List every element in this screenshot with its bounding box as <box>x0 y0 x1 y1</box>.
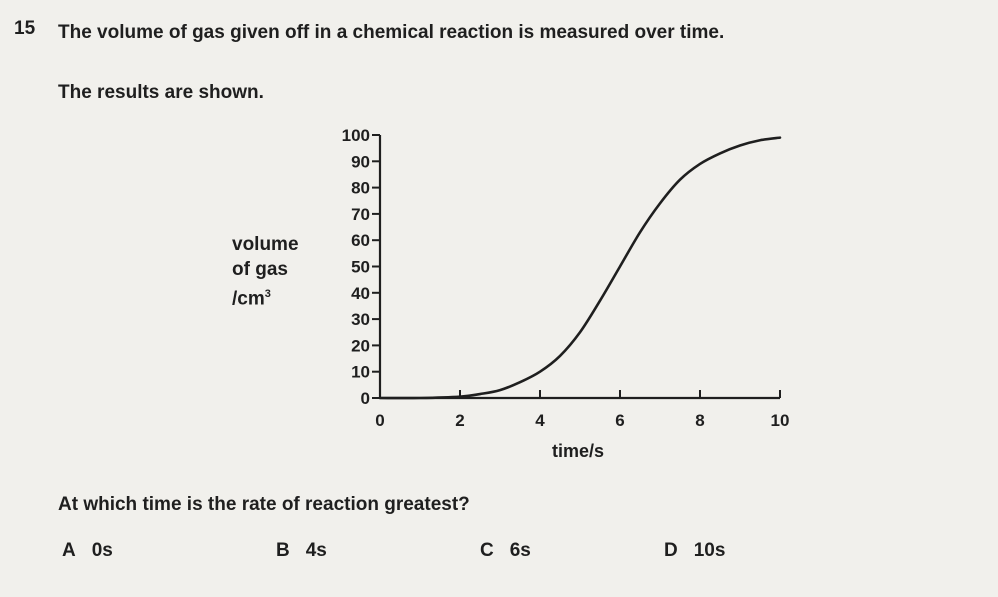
y-tick-label-20: 20 <box>351 336 370 355</box>
y-axis-label-line-2: of gas <box>232 259 288 280</box>
y-tick-label-10: 10 <box>351 363 370 382</box>
y-tick-label-30: 30 <box>351 310 370 329</box>
x-tick-label-2: 2 <box>455 411 464 430</box>
y-tick-label-70: 70 <box>351 205 370 224</box>
option-d[interactable]: D 10s <box>664 540 725 562</box>
question-text: The volume of gas given off in a chemica… <box>58 22 725 43</box>
x-tick-label-6: 6 <box>615 411 624 430</box>
y-tick-label-90: 90 <box>351 152 370 171</box>
question-subtext: The results are shown. <box>58 82 264 103</box>
question-number: 15 <box>14 18 36 39</box>
volume-curve <box>378 136 782 400</box>
option-a-letter: A <box>62 540 76 561</box>
y-tick-label-100: 100 <box>342 126 370 145</box>
question-prompt: At which time is the rate of reaction gr… <box>58 494 470 515</box>
y-tick-label-60: 60 <box>351 231 370 250</box>
option-a[interactable]: A 0s <box>62 540 113 562</box>
y-tick-label-0: 0 <box>361 389 370 408</box>
x-tick-label-8: 8 <box>695 411 704 430</box>
y-tick-label-40: 40 <box>351 284 370 303</box>
option-d-letter: D <box>664 540 678 561</box>
x-tick-label-4: 4 <box>535 411 545 430</box>
y-axis-label-line-1: volume <box>232 234 299 255</box>
x-tick-label-0: 0 <box>375 411 384 430</box>
option-d-value: 10s <box>693 540 726 561</box>
option-a-value: 0s <box>91 540 113 561</box>
y-axis-label: volume of gas /cm3 <box>232 232 299 311</box>
option-c-value: 6s <box>509 540 531 561</box>
option-b-letter: B <box>276 540 290 561</box>
x-axis-label: time/s <box>552 441 605 461</box>
option-b[interactable]: B 4s <box>276 540 327 562</box>
y-tick-label-50: 50 <box>351 258 370 277</box>
y-tick-label-80: 80 <box>351 179 370 198</box>
y-axis-label-line-3: /cm3 <box>232 288 271 310</box>
option-c-letter: C <box>480 540 494 561</box>
option-c[interactable]: C 6s <box>480 540 531 562</box>
x-tick-label-10: 10 <box>771 411 790 430</box>
superscript-3: 3 <box>264 288 271 300</box>
option-b-value: 4s <box>305 540 327 561</box>
